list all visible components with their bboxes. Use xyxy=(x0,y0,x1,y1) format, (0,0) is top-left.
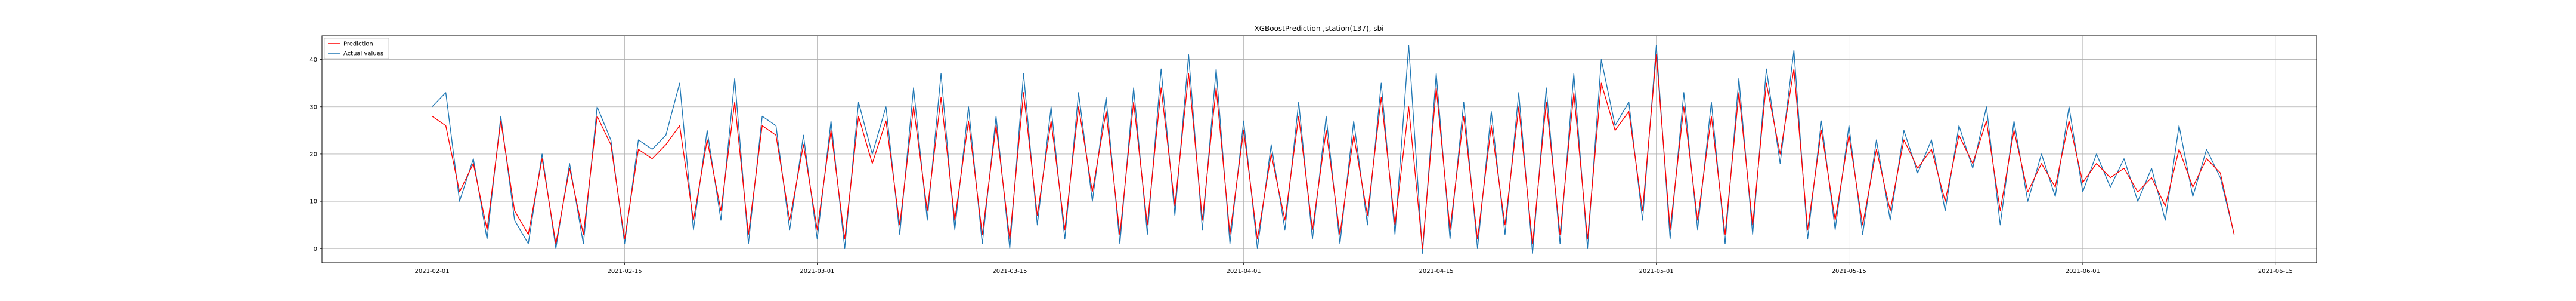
y-tick-label: 20 xyxy=(309,151,317,158)
y-tick-label: 10 xyxy=(309,199,317,205)
chart-title: XGBoostPrediction ,station(137), sbi xyxy=(1254,24,1383,33)
x-tick-label: 2021-05-01 xyxy=(1639,268,1674,275)
y-tick-label: 30 xyxy=(309,104,317,110)
x-tick-label: 2021-03-15 xyxy=(992,268,1027,275)
x-tick-label: 2021-06-01 xyxy=(2066,268,2100,275)
x-tick-label: 2021-06-15 xyxy=(2258,268,2293,275)
x-tick-label: 2021-04-01 xyxy=(1227,268,1261,275)
series-layer xyxy=(432,45,2235,254)
grid-layer xyxy=(322,36,2317,263)
legend-label-prediction: Prediction xyxy=(343,41,373,48)
plot-frame xyxy=(321,35,2317,263)
axes-layer: 2021-02-01 2021-02-15 2021-03-01 2021-03-15… xyxy=(309,57,2293,275)
y-tick-label: 0 xyxy=(314,246,317,253)
x-tick-label: 2021-02-15 xyxy=(607,268,642,275)
x-tick-label: 2021-03-01 xyxy=(800,268,834,275)
series-line-prediction xyxy=(432,54,2235,249)
x-tick-label: 2021-02-01 xyxy=(414,268,449,275)
legend: Prediction Actual values xyxy=(324,38,389,59)
legend-label-actual-values: Actual values xyxy=(343,51,383,57)
legend-box xyxy=(324,38,389,59)
x-tick-label: 2021-04-15 xyxy=(1419,268,1454,275)
x-tick-label: 2021-05-15 xyxy=(1832,268,1866,275)
y-tick-label: 40 xyxy=(309,57,317,63)
